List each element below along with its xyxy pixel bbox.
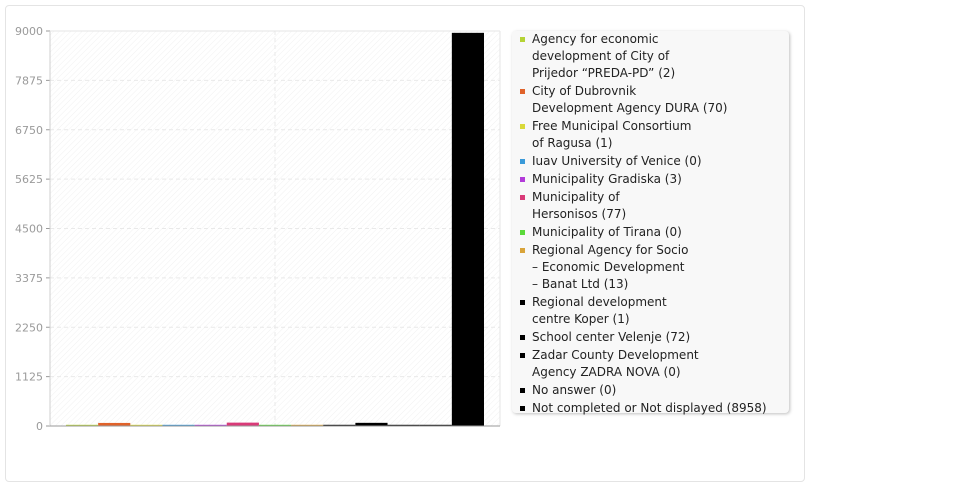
legend-swatch <box>520 335 525 340</box>
bar[interactable] <box>130 424 163 426</box>
legend-swatch <box>520 124 525 129</box>
legend-item[interactable]: No answer (0) <box>520 382 780 399</box>
bar[interactable] <box>258 424 292 426</box>
legend-label: Iuav University of Venice (0) <box>532 154 702 168</box>
legend-swatch <box>520 406 525 411</box>
legend-item[interactable]: Free Municipal Consortium of Ragusa (1) <box>520 118 780 152</box>
legend-swatch <box>520 248 525 253</box>
legend-item[interactable]: Regional Agency for Socio – Economic Dev… <box>520 242 780 293</box>
y-tick-label: 7875 <box>15 74 43 87</box>
legend-swatch <box>520 159 525 164</box>
bar[interactable] <box>419 424 452 426</box>
bar[interactable] <box>194 424 227 426</box>
legend-swatch <box>520 195 525 200</box>
legend-label: City of Dubrovnik Development Agency DUR… <box>532 84 728 115</box>
legend-swatch <box>520 300 525 305</box>
legend-item[interactable]: Municipality Gradiska (3) <box>520 171 780 188</box>
legend-swatch <box>520 230 525 235</box>
bar[interactable] <box>162 424 195 426</box>
y-tick-label: 0 <box>36 420 43 433</box>
legend-label: Free Municipal Consortium of Ragusa (1) <box>532 119 692 150</box>
bars <box>66 32 484 427</box>
legend-item[interactable]: School center Velenje (72) <box>520 329 780 346</box>
legend-swatch <box>520 177 525 182</box>
legend-item[interactable]: Not completed or Not displayed (8958) <box>520 400 780 417</box>
legend-label: Agency for economic development of City … <box>532 32 676 80</box>
legend: Agency for economic development of City … <box>512 31 789 415</box>
y-tick-label: 2250 <box>15 321 43 334</box>
gridlines <box>50 31 500 426</box>
legend-swatch <box>520 353 525 358</box>
bar[interactable] <box>66 424 99 426</box>
legend-swatch <box>520 388 525 393</box>
legend-label: School center Velenje (72) <box>532 330 691 344</box>
bar[interactable] <box>98 422 131 426</box>
bar[interactable] <box>387 424 420 426</box>
bar[interactable] <box>451 32 484 427</box>
y-tick-label: 3375 <box>15 272 43 285</box>
legend-label: Municipality Gradiska (3) <box>532 172 682 186</box>
legend-swatch <box>520 37 525 42</box>
y-tick-label: 1125 <box>15 371 43 384</box>
y-tick-label: 9000 <box>15 25 43 38</box>
bar[interactable] <box>291 424 324 426</box>
legend-label: Municipality of Tirana (0) <box>532 225 682 239</box>
legend-label: Not completed or Not displayed (8958) <box>532 401 767 415</box>
legend-item[interactable]: City of Dubrovnik Development Agency DUR… <box>520 83 780 117</box>
legend-item[interactable]: Regional development centre Koper (1) <box>520 294 780 328</box>
legend-label: Regional development centre Koper (1) <box>532 295 667 326</box>
y-tick-label: 6750 <box>15 124 43 137</box>
legend-item[interactable]: Agency for economic development of City … <box>520 31 780 82</box>
legend-label: No answer (0) <box>532 383 617 397</box>
legend-swatch <box>520 89 525 94</box>
legend-label: Municipality of Hersonisos (77) <box>532 190 627 221</box>
legend-label: Zadar County Development Agency ZADRA NO… <box>532 348 699 379</box>
legend-item[interactable]: Municipality of Hersonisos (77) <box>520 189 780 223</box>
legend-item[interactable]: Iuav University of Venice (0) <box>520 153 780 170</box>
bar[interactable] <box>355 422 388 426</box>
y-axis-ticks: 0 1125 2250 3375 4500 5625 6750 7875 9000 <box>15 25 50 433</box>
legend-item[interactable]: Municipality of Tirana (0) <box>520 224 780 241</box>
y-tick-label: 5625 <box>15 173 43 186</box>
bar[interactable] <box>323 424 356 426</box>
bar[interactable] <box>226 422 259 426</box>
legend-item[interactable]: Zadar County Development Agency ZADRA NO… <box>520 347 780 381</box>
legend-label: Regional Agency for Socio – Economic Dev… <box>532 243 689 291</box>
y-tick-label: 4500 <box>15 223 43 236</box>
